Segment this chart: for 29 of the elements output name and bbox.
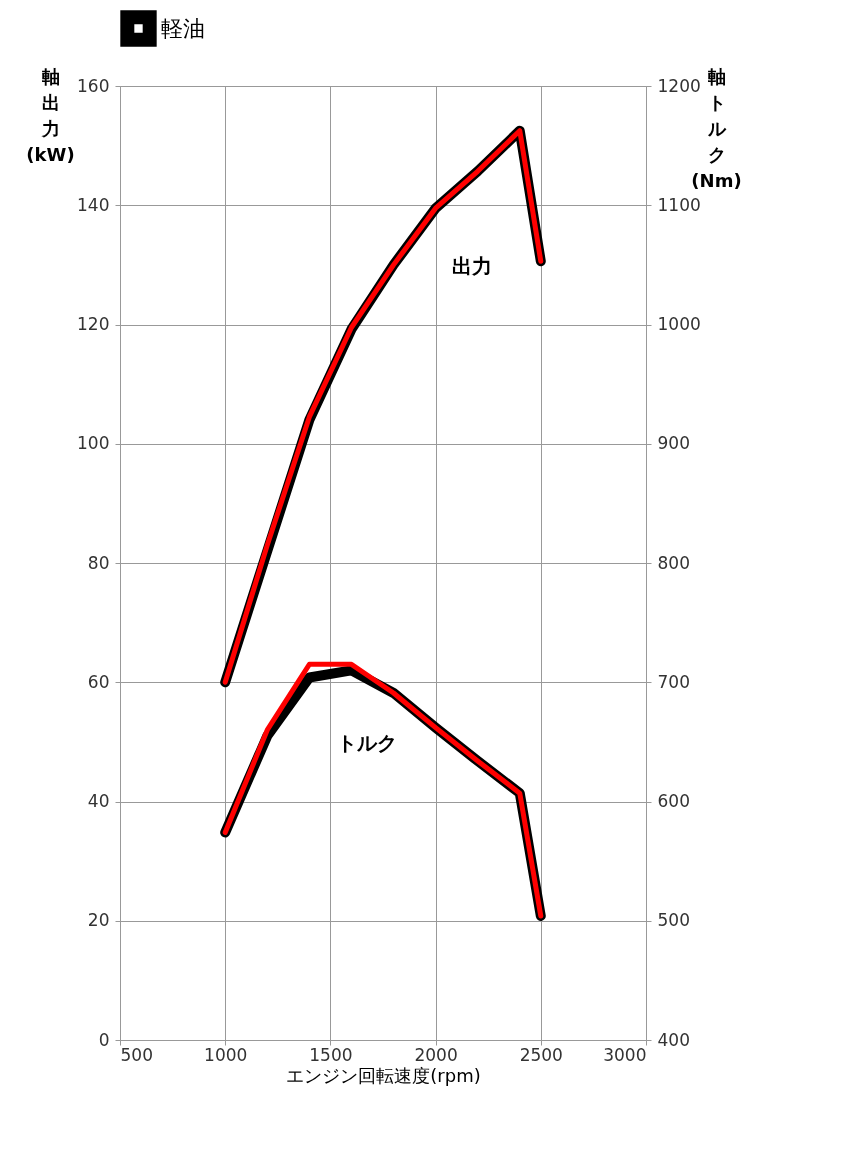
x-tick-label: 2500 <box>519 1044 563 1065</box>
y2-tick-label: 500 <box>657 910 690 931</box>
y2-tick-label: 1000 <box>657 314 701 334</box>
legend-label: 軽油 <box>161 15 205 41</box>
y2-tick-label: 1200 <box>657 75 701 96</box>
y2-tick-label: 700 <box>657 671 690 692</box>
y-tick-label: 0 <box>98 1029 110 1050</box>
y-tick-label: 80 <box>87 552 110 573</box>
y-tick-label: 20 <box>87 910 110 931</box>
y-tick-label: 160 <box>77 75 110 96</box>
x-tick-label: 1500 <box>309 1044 353 1065</box>
y2-tick-label: 900 <box>657 433 690 454</box>
y-tick-label: 120 <box>77 314 110 334</box>
y2-tick-label: 800 <box>657 552 690 573</box>
x-tick-label: 500 <box>120 1044 153 1065</box>
x-tick-label: 1000 <box>204 1044 248 1065</box>
annotation: トルク <box>337 731 398 756</box>
y-tick-label: 60 <box>87 671 110 692</box>
y-tick-label: 100 <box>77 433 110 454</box>
y-tick-label: 40 <box>87 791 110 811</box>
y2-tick-label: 1100 <box>657 194 701 215</box>
annotation: 出力 <box>452 254 493 279</box>
y2-tick-label: 600 <box>657 791 690 811</box>
y-axis-title: 軸出力(kW) <box>26 65 75 165</box>
x-tick-label: 3000 <box>603 1044 647 1065</box>
x-tick-label: 2000 <box>414 1044 458 1065</box>
y2-tick-label: 400 <box>657 1029 690 1050</box>
y-tick-label: 140 <box>77 194 110 215</box>
x-axis-title: エンジン回転速度(rpm) <box>286 1064 481 1086</box>
